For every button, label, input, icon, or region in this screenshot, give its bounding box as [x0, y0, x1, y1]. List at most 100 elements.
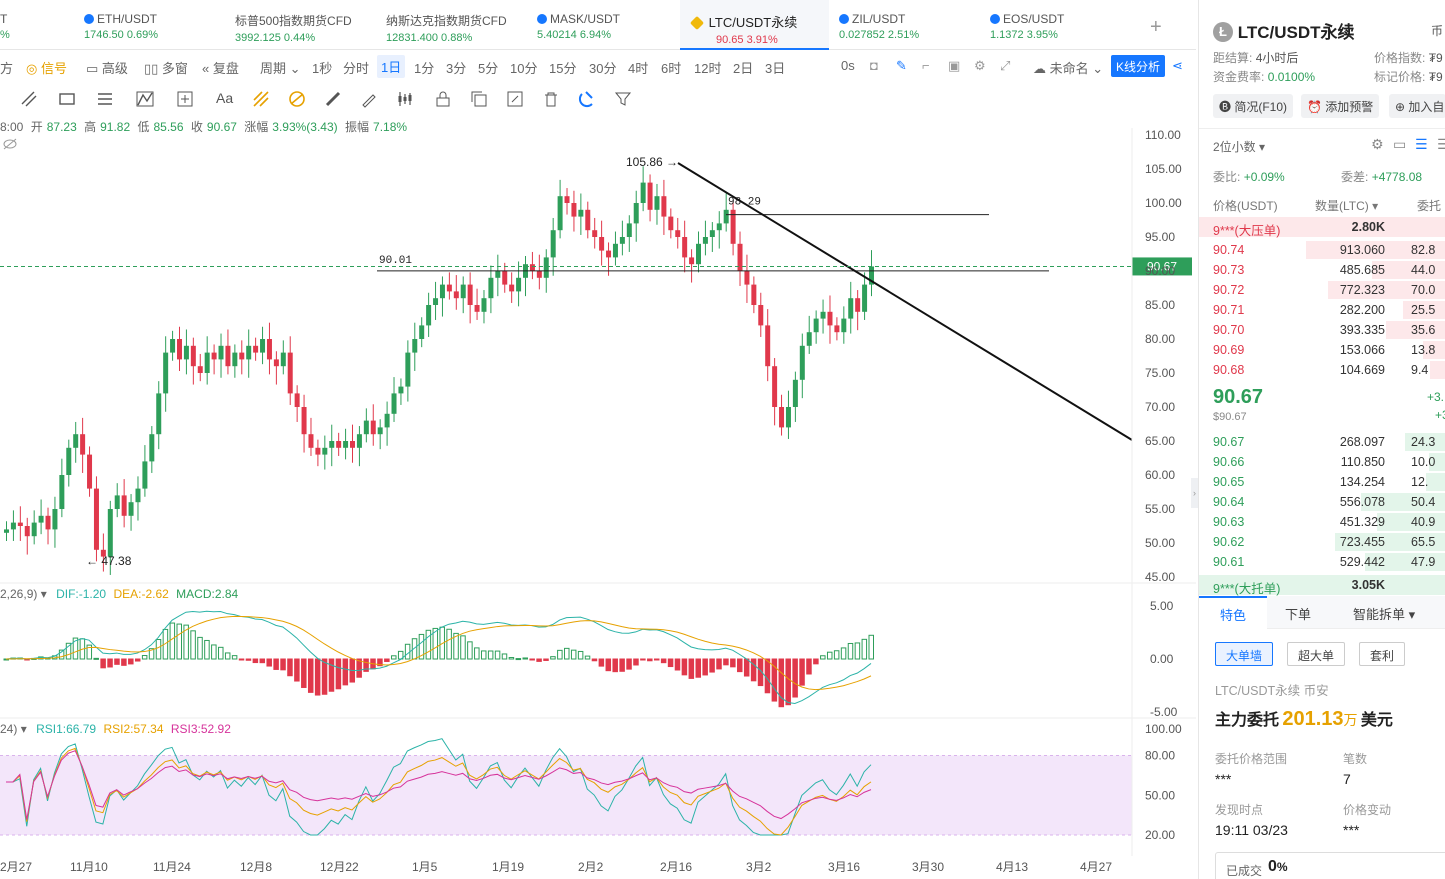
candles-icon[interactable] — [396, 90, 414, 108]
ticker-tab-active[interactable]: LTC/USDT永续 90.65 3.91% — [680, 0, 829, 50]
interval-30m[interactable]: 30分 — [589, 61, 617, 76]
copy-icon[interactable] — [470, 90, 488, 108]
chip-arbitrage[interactable]: 套利 — [1359, 642, 1406, 666]
ask-big-order-row[interactable]: 9***(大压单) 2.80K — [1199, 217, 1445, 238]
tab-smart-split[interactable]: 智能拆单 ▾ — [1353, 607, 1416, 622]
chip-super-big[interactable]: 超大单 — [1287, 642, 1346, 666]
multiwindow-button[interactable]: ▯▯ 多窗 — [144, 61, 188, 76]
tab-featured[interactable]: 特色 — [1199, 596, 1267, 629]
trash-icon[interactable] — [542, 90, 560, 108]
candle-body — [806, 332, 812, 346]
signal-button[interactable]: ◎ 信号 — [26, 61, 67, 76]
lock-icon[interactable] — [434, 90, 452, 108]
ask-total: 82.8 — [1411, 243, 1436, 257]
currency-toggle[interactable]: 币 — [1431, 24, 1444, 38]
settings-icon[interactable]: ⚙ — [1371, 136, 1384, 152]
ask-row[interactable]: 90.69 153.066 13.8 — [1199, 340, 1445, 360]
interval-2d[interactable]: 2日 — [733, 61, 754, 76]
parallel-lines-icon[interactable] — [96, 90, 114, 108]
macd-bar — [674, 658, 681, 671]
layout-icon[interactable]: ▣ — [948, 58, 961, 73]
candle-body — [433, 298, 439, 305]
bid-row[interactable]: 90.64 556.078 50.4 — [1199, 492, 1445, 512]
period-dropdown[interactable]: 周期 ⌄ — [260, 61, 301, 76]
add-watchlist-button[interactable]: ⊕ 加入自 — [1389, 94, 1445, 118]
interval-5m[interactable]: 5分 — [478, 61, 499, 76]
bid-row[interactable]: 90.61 529.442 47.9 — [1199, 552, 1445, 572]
magnet-icon[interactable] — [578, 90, 596, 108]
ruler-icon[interactable] — [324, 90, 342, 108]
bid-row[interactable]: 90.67 268.097 24.3 — [1199, 432, 1445, 452]
ticker-tab[interactable]: 标普500指数期货CFD 3992.125 0.44% — [235, 0, 375, 50]
fullscreen-icon[interactable]: ⤢ — [1000, 58, 1011, 73]
bid-row[interactable]: 90.66 110.850 10.0 — [1199, 452, 1445, 472]
macd-bar — [328, 658, 335, 692]
fib-tool-icon[interactable] — [252, 90, 270, 108]
add-tab-icon[interactable]: + — [1150, 16, 1162, 38]
interval-timeshare[interactable]: 分时 — [343, 61, 370, 76]
share-icon[interactable]: ⋖ — [1172, 58, 1183, 73]
panel-collapse-handle[interactable]: › — [1191, 478, 1198, 508]
interval-12h[interactable]: 12时 — [694, 61, 722, 76]
camera-icon[interactable]: ◘ — [870, 58, 878, 73]
range-label: 委托价格范围 — [1215, 752, 1288, 766]
ask-row[interactable]: 90.71 282.200 25.5 — [1199, 300, 1445, 320]
f10-button[interactable]: 🅑 简况(F10) — [1213, 94, 1294, 118]
ticker-tab[interactable]: EOS/USDT 1.1372 3.95% — [990, 0, 1130, 50]
ask-row[interactable]: 90.68 104.669 9.4 — [1199, 360, 1445, 380]
toolbar-item[interactable]: 方 — [0, 61, 14, 76]
line-tool-icon[interactable] — [20, 90, 38, 108]
decimals-dropdown[interactable]: 2位小数 ▾ — [1213, 140, 1266, 154]
ask-row[interactable]: 90.73 485.685 44.0 — [1199, 260, 1445, 280]
gann-tool-icon[interactable] — [288, 90, 306, 108]
ask-row[interactable]: 90.74 913.060 82.8 — [1199, 240, 1445, 260]
ticker-tab[interactable]: ETH/USDT 1746.50 0.69% — [84, 0, 224, 50]
settings-icon[interactable]: ⚙ — [974, 58, 986, 73]
bid-row[interactable]: 90.65 134.254 12. — [1199, 472, 1445, 492]
text-tool-icon[interactable]: Aa — [216, 90, 234, 106]
eye-hide-icon[interactable] — [2, 138, 18, 150]
macd-bar — [840, 647, 847, 660]
ticker-name: 标普500指数期货CFD — [235, 14, 352, 28]
brush-icon[interactable] — [360, 90, 378, 108]
advanced-button[interactable]: ▭ 高级 — [86, 61, 128, 76]
interval-6h[interactable]: 6时 — [661, 61, 682, 76]
chip-big-wall[interactable]: 大单墙 — [1215, 642, 1274, 666]
add-alert-button[interactable]: ⏰ 添加预警 — [1301, 94, 1380, 118]
interval-1m[interactable]: 1分 — [414, 61, 435, 76]
measure-tool-icon[interactable] — [176, 90, 194, 108]
interval-1s[interactable]: 1秒 — [312, 61, 333, 76]
pattern-tool-icon[interactable] — [136, 90, 154, 108]
bid-big-order-row[interactable]: 9***(大托单) 3.05K — [1199, 575, 1445, 596]
ticker-tab[interactable]: ZIL/USDT 0.027852 2.51% — [839, 0, 979, 50]
replay-button[interactable]: « 复盘 — [202, 61, 239, 76]
rectangle-tool-icon[interactable] — [58, 90, 76, 108]
kline-analysis-button[interactable]: K线分析 — [1111, 55, 1166, 77]
rsi2-line — [6, 747, 872, 836]
bid-row[interactable]: 90.62 723.455 65.5 — [1199, 532, 1445, 552]
interval-10m[interactable]: 10分 — [510, 61, 538, 76]
edit-icon[interactable] — [506, 90, 524, 108]
interval-1d[interactable]: 1日 — [377, 55, 406, 78]
bid-row[interactable]: 90.63 451.329 40.9 — [1199, 512, 1445, 532]
ask-row[interactable]: 90.70 393.335 35.6 — [1199, 320, 1445, 340]
macd-bar — [681, 658, 688, 676]
ticker-tab[interactable]: 纳斯达克指数期货CFD 12831.400 0.88% — [386, 0, 526, 50]
list-icon[interactable]: ☰ — [1415, 136, 1428, 152]
tab-order[interactable]: 下单 — [1285, 607, 1312, 622]
interval-3d[interactable]: 3日 — [765, 61, 786, 76]
ticker-tab[interactable]: T % — [0, 0, 70, 50]
filter-icon[interactable] — [614, 90, 632, 108]
interval-4h[interactable]: 4时 — [628, 61, 649, 76]
ask-row[interactable]: 90.72 772.323 70.0 — [1199, 280, 1445, 300]
crop-icon[interactable]: ⌐ — [922, 58, 930, 73]
interval-15m[interactable]: 15分 — [549, 61, 577, 76]
layout-icon[interactable]: ▭ — [1393, 136, 1407, 152]
cloud-layout-dropdown[interactable]: ☁ 未命名 ⌄ — [1033, 61, 1104, 76]
col-qty-header[interactable]: 数量(LTC) ▾ — [1315, 199, 1379, 213]
list-alt-icon[interactable]: ☰ — [1437, 136, 1445, 152]
pen-icon[interactable]: ✎ — [896, 58, 907, 73]
ticker-tab[interactable]: MASK/USDT 5.40214 6.94% — [537, 0, 677, 50]
interval-3m[interactable]: 3分 — [446, 61, 467, 76]
